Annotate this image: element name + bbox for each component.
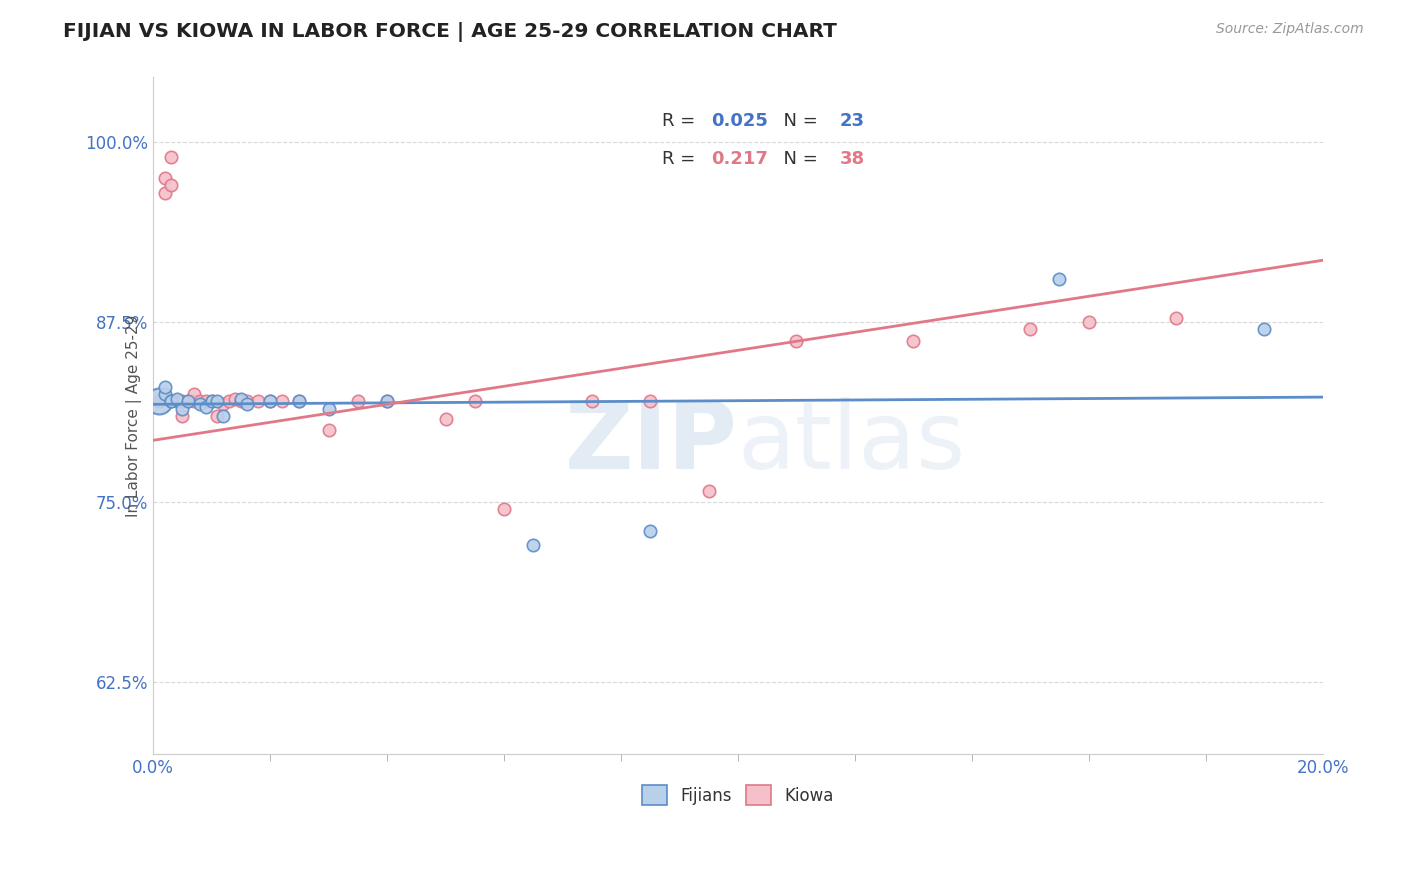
Point bbox=[159, 178, 181, 193]
Text: ZIP: ZIP bbox=[565, 397, 738, 489]
Point bbox=[159, 394, 181, 409]
Point bbox=[153, 171, 176, 186]
Point bbox=[153, 387, 176, 401]
Point bbox=[177, 394, 200, 409]
Point bbox=[903, 334, 925, 348]
Point bbox=[288, 394, 311, 409]
Point bbox=[172, 409, 194, 423]
Point bbox=[172, 401, 194, 416]
Point bbox=[346, 394, 368, 409]
Text: N =: N = bbox=[772, 150, 824, 168]
Point bbox=[1019, 322, 1042, 336]
Text: Source: ZipAtlas.com: Source: ZipAtlas.com bbox=[1216, 22, 1364, 37]
Point bbox=[166, 392, 188, 406]
Point bbox=[172, 394, 194, 409]
Text: 38: 38 bbox=[839, 150, 865, 168]
Point bbox=[212, 397, 235, 411]
Text: N =: N = bbox=[772, 112, 824, 130]
Point bbox=[270, 394, 292, 409]
Point bbox=[207, 409, 229, 423]
Text: atlas: atlas bbox=[738, 397, 966, 489]
Point bbox=[207, 394, 229, 409]
Point bbox=[224, 392, 246, 406]
Point bbox=[697, 483, 720, 498]
Legend: Fijians, Kiowa: Fijians, Kiowa bbox=[634, 777, 842, 814]
Point bbox=[201, 394, 224, 409]
Point bbox=[194, 394, 217, 409]
Point bbox=[492, 502, 515, 516]
Point bbox=[1253, 322, 1275, 336]
Point bbox=[375, 394, 398, 409]
Point bbox=[1166, 310, 1188, 325]
Point bbox=[318, 401, 340, 416]
Point bbox=[159, 394, 181, 409]
Point bbox=[153, 186, 176, 200]
Point bbox=[522, 538, 544, 552]
Point bbox=[166, 394, 188, 409]
Point bbox=[259, 394, 281, 409]
Text: FIJIAN VS KIOWA IN LABOR FORCE | AGE 25-29 CORRELATION CHART: FIJIAN VS KIOWA IN LABOR FORCE | AGE 25-… bbox=[63, 22, 837, 42]
Point bbox=[247, 394, 270, 409]
Point bbox=[148, 394, 170, 409]
Point bbox=[188, 397, 211, 411]
Point bbox=[188, 394, 211, 409]
Point bbox=[375, 394, 398, 409]
Point bbox=[148, 394, 170, 409]
Point bbox=[785, 334, 807, 348]
Text: 23: 23 bbox=[839, 112, 865, 130]
Point bbox=[318, 423, 340, 437]
Point bbox=[581, 394, 603, 409]
Text: 0.217: 0.217 bbox=[711, 150, 768, 168]
Point bbox=[218, 394, 240, 409]
Point bbox=[1077, 315, 1099, 329]
Text: 0.025: 0.025 bbox=[711, 112, 768, 130]
Point bbox=[201, 394, 224, 409]
Point bbox=[1049, 272, 1071, 286]
Point bbox=[638, 524, 661, 538]
Point bbox=[212, 409, 235, 423]
Point bbox=[159, 150, 181, 164]
Point bbox=[194, 400, 217, 414]
Point bbox=[183, 387, 205, 401]
Point bbox=[638, 394, 661, 409]
Point bbox=[434, 411, 457, 425]
Point bbox=[229, 392, 252, 406]
Y-axis label: In Labor Force | Age 25-29: In Labor Force | Age 25-29 bbox=[127, 315, 142, 517]
Point bbox=[153, 380, 176, 394]
Point bbox=[288, 394, 311, 409]
Point bbox=[229, 394, 252, 409]
Point bbox=[235, 397, 257, 411]
Text: R =: R = bbox=[662, 150, 700, 168]
Point bbox=[235, 394, 257, 409]
Point bbox=[464, 394, 486, 409]
Point bbox=[259, 394, 281, 409]
Point bbox=[183, 394, 205, 409]
Text: R =: R = bbox=[662, 112, 700, 130]
Point bbox=[177, 394, 200, 409]
